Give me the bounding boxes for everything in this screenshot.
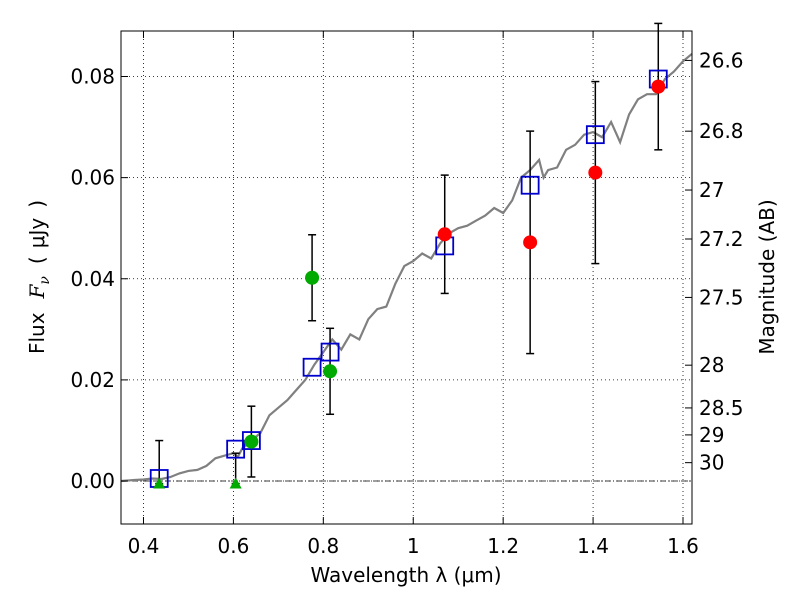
x-tick-label: 1.2	[487, 534, 519, 558]
y-label-unit: μJy	[25, 218, 49, 249]
magnitude-tick-label: 28.5	[699, 396, 744, 420]
model-photometry-square	[241, 431, 261, 450]
detection-point-green	[305, 270, 320, 285]
x-tick-labels: 0.4 0.6 0.8 1 1.2 1.4 1.6	[128, 534, 699, 558]
y-tick-label: 0.04	[70, 267, 115, 291]
upper-limit-triangle	[153, 477, 166, 489]
model-photometry-square	[320, 342, 340, 362]
upper-limit-triangle	[229, 477, 242, 489]
y-axis-label: Flux Fν ( μJy)	[25, 200, 53, 354]
magnitude-tick-label: 27.5	[699, 285, 744, 309]
y-label-f: F	[25, 283, 49, 299]
y-label-flux: Flux	[25, 312, 49, 354]
x-axis-label: Wavelength λ (μm)	[310, 563, 501, 587]
y-tick-label: 0.00	[70, 469, 115, 493]
magnitude-tick-label: 26.8	[699, 119, 744, 143]
model-photometry-square	[520, 175, 540, 195]
x-tick-label: 0.6	[217, 534, 249, 558]
magnitude-tick-label: 30	[699, 451, 724, 475]
model-photometry-square	[302, 357, 322, 377]
x-tick-label: 0.4	[128, 534, 160, 558]
y-tick-label: 0.08	[70, 65, 115, 89]
y-label-close-paren: )	[25, 200, 49, 208]
y-tick-labels: 0.00 0.02 0.04 0.06 0.08	[70, 65, 115, 494]
ticks	[121, 31, 692, 524]
x-tick-label: 1	[407, 534, 420, 558]
magnitude-tick-label: 28	[699, 353, 724, 377]
detection-point-green	[323, 364, 338, 379]
detection-point-red	[523, 235, 538, 250]
right-axis-label: Magnitude (AB)	[755, 199, 779, 354]
x-tick-label: 1.4	[577, 534, 609, 558]
magnitude-tick-labels: 26.6 26.8 27 27.2 27.5 28 28.5 29 30	[699, 48, 744, 474]
magnitude-tick-label: 29	[699, 423, 724, 447]
y-tick-label: 0.06	[70, 166, 115, 190]
photometry-points	[153, 79, 666, 489]
magnitude-tick-label: 27	[699, 178, 724, 202]
plot-frame	[120, 30, 693, 525]
y-tick-label: 0.02	[70, 368, 115, 392]
detection-point-red	[437, 227, 452, 242]
model-photometry-square	[585, 125, 605, 145]
magnitude-tick-label: 27.2	[699, 227, 744, 251]
x-tick-label: 0.8	[307, 534, 339, 558]
y-label-nu: ν	[37, 276, 53, 285]
detection-point-red	[651, 79, 666, 94]
detection-point-green	[244, 434, 259, 449]
magnitude-tick-label: 26.6	[699, 48, 744, 72]
x-tick-label: 1.6	[667, 534, 699, 558]
detection-point-red	[588, 165, 603, 180]
y-label-open-paren: (	[25, 256, 49, 264]
